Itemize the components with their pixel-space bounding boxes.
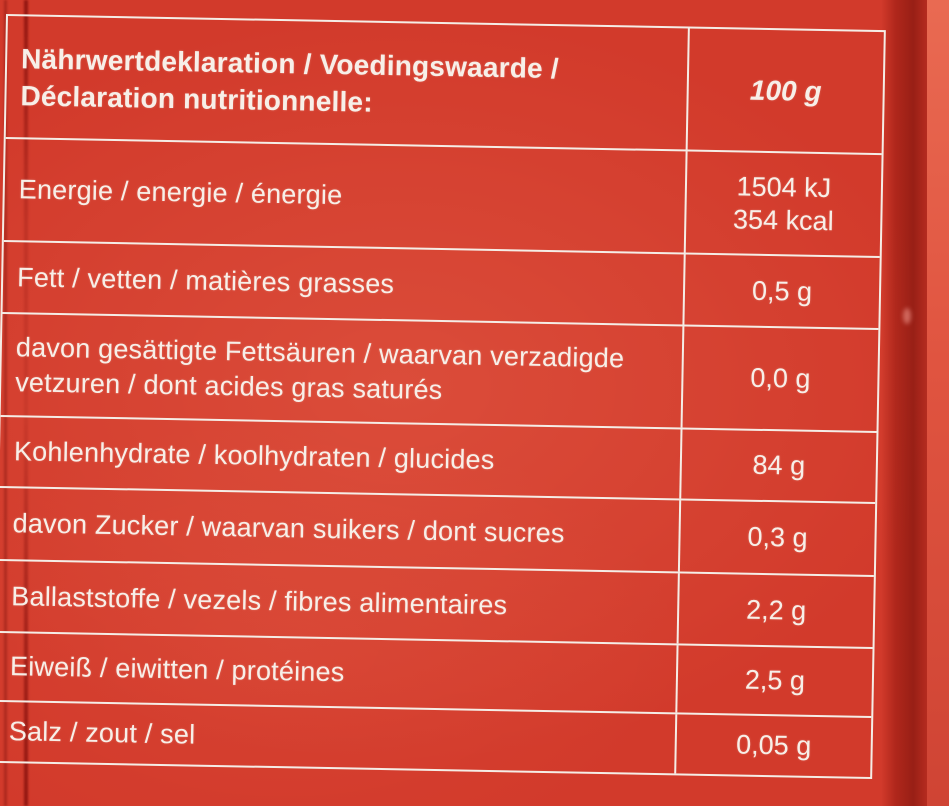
row-fat-label: Fett / vetten / matières grasses [16,261,395,299]
row-energy: Energie / energie / énergie 1504 kJ 354 … [3,137,882,257]
row-energy-value: 1504 kJ 354 kcal [683,151,882,257]
row-sugar-label: davon Zucker / waarvan suikers / dont su… [12,508,565,549]
table-title: Nährwertdeklaration / Voedingswaarde / D… [20,42,560,118]
row-fiber-label: Ballaststoffe / vezels / fibres alimenta… [11,580,508,620]
package-scuff-mark [903,308,911,324]
row-salt-value: 0,05 g [674,714,872,777]
package-edge-shadow [881,0,933,806]
package-crease [24,0,28,806]
row-carbohydrate-label: Kohlenhydrate / koolhydraten / glucides [13,436,495,476]
table-header-row: Nährwertdeklaration / Voedingswaarde / D… [6,16,884,154]
row-salt-label: Salz / zout / sel [8,716,196,750]
row-saturated-fat-label: davon gesättigte Fettsäuren / waarvan ve… [14,331,625,405]
row-fiber-value: 2,2 g [676,573,874,647]
row-fat-value: 0,5 g [682,254,880,329]
package-crease [4,0,7,806]
row-protein-value: 2,5 g [675,645,873,716]
amount-column-header: 100 g [685,28,884,154]
row-sugar-value: 0,3 g [677,500,876,575]
package-edge-highlight [927,0,949,806]
row-saturated-fat: davon gesättigte Fettsäuren / waarvan ve… [0,311,879,432]
energy-kcal-value: 354 kcal [732,203,834,236]
nutrition-table: Nährwertdeklaration / Voedingswaarde / D… [0,14,886,780]
row-energy-label: Energie / energie / énergie [18,174,343,211]
row-protein-label: Eiweiß / eiwitten / protéines [9,651,345,688]
energy-kj-value: 1504 kJ [736,170,832,203]
row-saturated-fat-value: 0,0 g [680,326,879,432]
row-carbohydrate-value: 84 g [679,429,877,503]
